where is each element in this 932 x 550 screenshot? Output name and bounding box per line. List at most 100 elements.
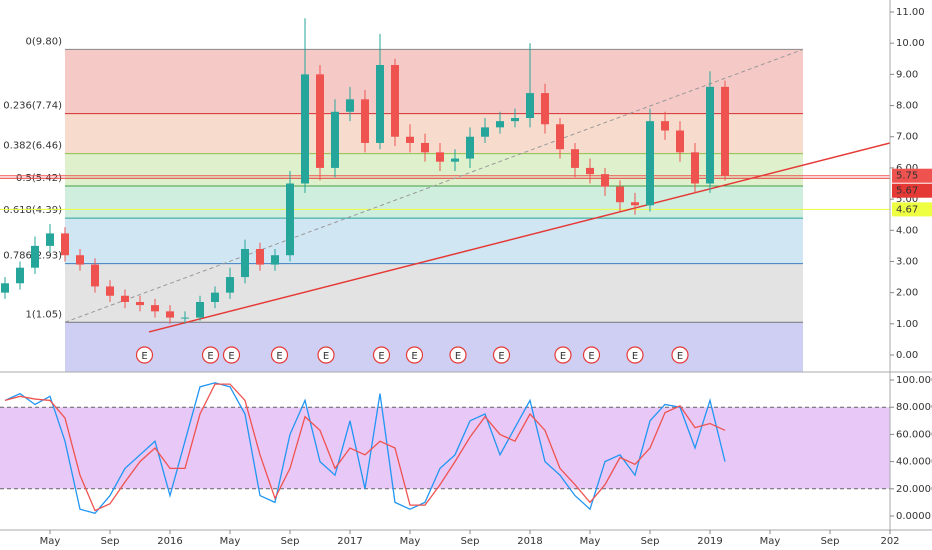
candle-body bbox=[720, 86, 729, 176]
candle-body bbox=[330, 111, 339, 168]
fib-band bbox=[64, 322, 803, 372]
x-tick-label: May bbox=[580, 536, 601, 547]
price-tag bbox=[892, 183, 932, 198]
x-tick-label: May bbox=[760, 536, 781, 547]
candle-body bbox=[0, 283, 9, 293]
candle-body bbox=[225, 277, 234, 293]
candle-body bbox=[165, 311, 174, 318]
y-tick-label: 5.00 bbox=[896, 194, 918, 205]
earnings-marker bbox=[554, 346, 572, 364]
stoch-line bbox=[4, 383, 726, 512]
y-tick-label: 1.00 bbox=[896, 319, 918, 330]
earnings-marker bbox=[449, 346, 467, 364]
earnings-marker bbox=[492, 346, 511, 364]
price-tag-label: 4.67 bbox=[896, 204, 918, 215]
y-tick-label: 0.0000 bbox=[896, 511, 931, 522]
price-tag bbox=[892, 202, 932, 217]
y-tick-label: 60.0000 bbox=[896, 429, 932, 440]
candle-body bbox=[420, 142, 429, 153]
earnings-label: E bbox=[276, 351, 282, 362]
candle-body bbox=[315, 74, 324, 168]
y-tick-label: 100.0000 bbox=[896, 375, 932, 386]
earnings-label: E bbox=[141, 351, 147, 362]
candle-body bbox=[525, 93, 534, 119]
candle-body bbox=[585, 167, 594, 175]
candle-body bbox=[615, 186, 624, 203]
y-tick-label: 0.00 bbox=[896, 350, 918, 361]
candle-body bbox=[555, 124, 564, 150]
x-tick-label: Sep bbox=[461, 536, 480, 547]
fib-label: 1(1.05) bbox=[26, 309, 63, 320]
x-tick-label: 2018 bbox=[517, 536, 542, 547]
y-tick-label: 10.00 bbox=[896, 38, 925, 49]
earnings-marker bbox=[405, 346, 424, 364]
x-tick-label: Sep bbox=[821, 536, 840, 547]
earnings-label: E bbox=[207, 351, 213, 362]
candle-body bbox=[630, 202, 639, 206]
price-tag-label: 5.67 bbox=[896, 186, 918, 197]
y-tick-label: 3.00 bbox=[896, 256, 918, 267]
y-tick-label: 9.00 bbox=[896, 69, 918, 80]
candle-body bbox=[105, 286, 114, 296]
x-tick-label: May bbox=[400, 536, 421, 547]
earnings-label: E bbox=[455, 351, 461, 362]
candle-body bbox=[645, 121, 654, 206]
earnings-marker bbox=[270, 346, 289, 364]
y-tick-label: 20.0000 bbox=[896, 484, 932, 495]
y-tick-label: 80.0000 bbox=[896, 402, 932, 413]
trendline bbox=[148, 142, 891, 333]
y-tick-label: 4.00 bbox=[896, 225, 918, 236]
candle-body bbox=[690, 152, 699, 184]
candle-body bbox=[465, 136, 474, 159]
x-tick-label: 2019 bbox=[697, 536, 722, 547]
x-tick-label: 2017 bbox=[337, 536, 362, 547]
earnings-label: E bbox=[498, 351, 504, 362]
candle-body bbox=[675, 130, 684, 153]
earnings-label: E bbox=[632, 351, 638, 362]
fib-band bbox=[64, 218, 803, 264]
earnings-marker bbox=[135, 346, 154, 364]
x-tick-label: Sep bbox=[641, 536, 660, 547]
axis-panel bbox=[890, 0, 932, 550]
earnings-marker bbox=[317, 346, 335, 364]
earnings-label: E bbox=[588, 351, 594, 362]
fib-label: 0.382(6.46) bbox=[3, 141, 62, 152]
y-tick-label: 7.00 bbox=[896, 132, 918, 143]
candle-body bbox=[60, 233, 69, 256]
candle-body bbox=[495, 121, 504, 128]
earnings-marker bbox=[582, 346, 601, 364]
fib-label: 0(9.80) bbox=[26, 36, 63, 47]
candle-body bbox=[570, 149, 579, 168]
fib-band bbox=[64, 49, 803, 114]
price-tag-label: 5.75 bbox=[896, 171, 918, 182]
y-tick-label: 2.00 bbox=[896, 288, 918, 299]
candle-body bbox=[360, 99, 369, 143]
candle-body bbox=[375, 65, 384, 143]
candle-body bbox=[270, 255, 279, 265]
x-tick-label: 202 bbox=[880, 536, 899, 547]
stoch-line bbox=[4, 382, 726, 515]
fib-band bbox=[64, 113, 803, 154]
earnings-label: E bbox=[560, 351, 566, 362]
earnings-label: E bbox=[323, 351, 329, 362]
candle-body bbox=[480, 127, 489, 137]
candle-body bbox=[135, 301, 144, 306]
earnings-marker bbox=[201, 346, 220, 364]
candle-body bbox=[345, 99, 354, 112]
x-tick-label: 2016 bbox=[157, 536, 182, 547]
candle-body bbox=[180, 317, 189, 319]
y-tick-label: 11.00 bbox=[896, 7, 925, 18]
trendline bbox=[64, 48, 804, 323]
candle-body bbox=[45, 233, 54, 246]
candle-body bbox=[75, 255, 84, 265]
x-tick-label: May bbox=[220, 536, 241, 547]
fib-band bbox=[64, 186, 803, 219]
candle-body bbox=[540, 93, 549, 125]
earnings-label: E bbox=[378, 351, 384, 362]
candle-body bbox=[195, 301, 204, 318]
x-tick-label: Sep bbox=[281, 536, 300, 547]
candle-body bbox=[390, 65, 399, 137]
earnings-label: E bbox=[411, 351, 417, 362]
price-tag bbox=[892, 168, 932, 183]
